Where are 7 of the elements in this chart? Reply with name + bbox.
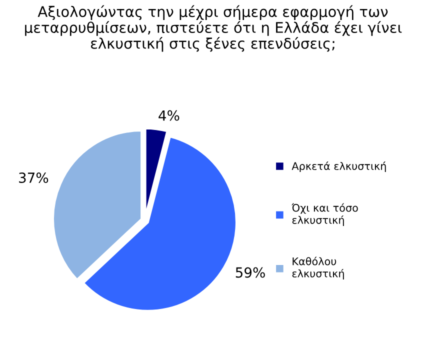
legend-label: Καθόλου ελκυστική bbox=[292, 256, 344, 280]
data-label: 59% bbox=[236, 267, 265, 278]
legend-label: Όχι και τόσο ελκυστική bbox=[292, 203, 358, 226]
data-label: 37% bbox=[19, 172, 48, 184]
chart-title: Αξιολογώντας την μέχρι σήμερα εφαρμογή των μεταρρυθμίσεων, πιστεύετε ότι η Ελλάδα έχει γίνει ελκυστική στις ξένες επενδύσεις; bbox=[25, 5, 402, 52]
legend-label: Αρκετά ελκυστική bbox=[292, 162, 386, 172]
data-label: 4% bbox=[158, 110, 180, 121]
